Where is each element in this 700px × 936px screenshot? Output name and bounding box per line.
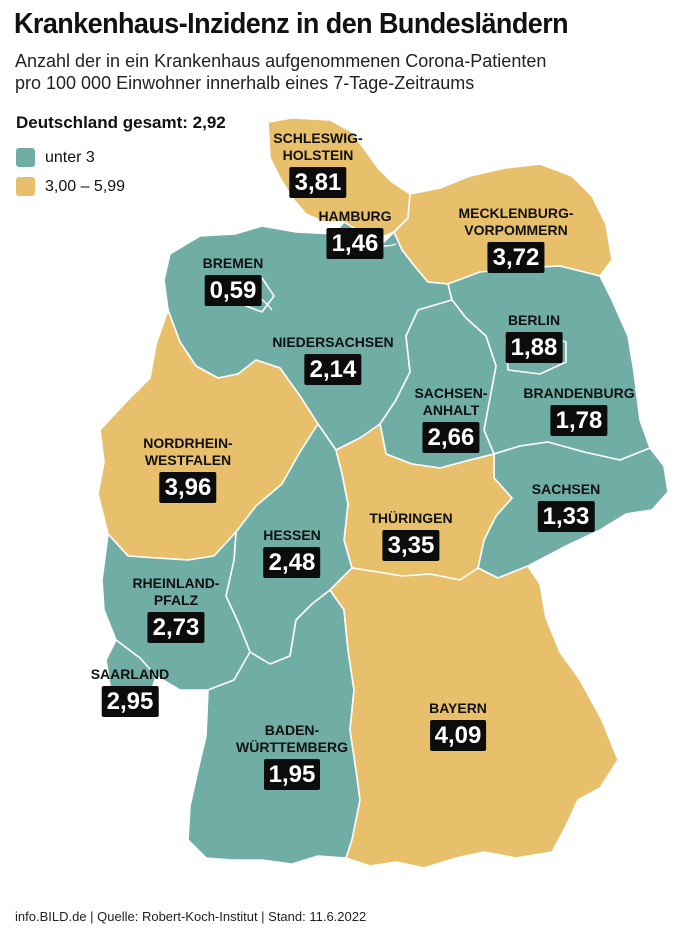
label-saarland: SAARLAND 2,95 [90,666,170,717]
label-niedersachsen: NIEDERSACHSEN 2,14 [272,334,394,385]
value-bremen: 0,59 [204,275,262,306]
legend-label-high: 3,00 – 5,99 [45,177,126,195]
label-schleswig-holstein: SCHLESWIG- HOLSTEIN 3,81 [273,130,363,198]
value-baden-wuerttemberg: 1,95 [263,759,321,790]
label-bayern: BAYERN 4,09 [429,700,487,751]
chart-subtitle: Anzahl der in ein Krankenhaus aufgenomme… [15,50,546,94]
legend-item-low: unter 3 [16,148,95,167]
value-thueringen: 3,35 [382,530,440,561]
state-name: SACHSEN- ANHALT [414,385,488,418]
value-sachsen: 1,33 [537,501,595,532]
state-name: RHEINLAND- PFALZ [132,575,220,608]
state-name: BERLIN [507,312,561,328]
value-rheinland-pfalz: 2,73 [147,612,205,643]
state-name: BADEN- WÜRTTEMBERG [236,722,348,755]
state-name: HESSEN [263,527,321,543]
label-berlin: BERLIN 1,88 [505,312,563,363]
legend-item-high: 3,00 – 5,99 [16,177,125,196]
label-sachsen-anhalt: SACHSEN- ANHALT 2,66 [414,385,488,453]
label-hessen: HESSEN 2,48 [263,527,321,578]
state-name: THÜRINGEN [369,510,453,526]
label-sachsen: SACHSEN 1,33 [532,481,600,532]
state-name: HAMBURG [318,208,392,224]
label-bremen: BREMEN 0,59 [202,255,264,306]
label-nordrhein-westfalen: NORDRHEIN- WESTFALEN 3,96 [143,435,233,503]
value-brandenburg: 1,78 [550,405,608,436]
subtitle-line-1: Anzahl der in ein Krankenhaus aufgenomme… [15,51,547,71]
legend-swatch-low [16,148,35,167]
label-thueringen: THÜRINGEN 3,35 [369,510,453,561]
value-bayern: 4,09 [429,720,487,751]
subtitle-line-2: pro 100 000 Einwohner innerhalb eines 7-… [15,73,475,93]
chart-title: Krankenhaus-Inzidenz in den Bundesländer… [14,8,569,40]
label-mecklenburg-vorpommern: MECKLENBURG- VORPOMMERN 3,72 [458,205,574,273]
state-name: SACHSEN [531,481,601,497]
value-niedersachsen: 2,14 [304,354,362,385]
label-hamburg: HAMBURG 1,46 [318,208,392,259]
germany-total: Deutschland gesamt: 2,92 [16,113,226,132]
legend-label-low: unter 3 [45,148,95,166]
value-mecklenburg-vorpommern: 3,72 [487,242,545,273]
label-rheinland-pfalz: RHEINLAND- PFALZ 2,73 [132,575,220,643]
value-hessen: 2,48 [263,547,321,578]
state-name: SAARLAND [90,666,170,682]
state-name: NORDRHEIN- WESTFALEN [143,435,233,468]
state-name: BREMEN [202,255,264,271]
value-saarland: 2,95 [101,686,159,717]
value-hamburg: 1,46 [326,228,384,259]
state-name: MECKLENBURG- VORPOMMERN [458,205,574,238]
value-schleswig-holstein: 3,81 [289,167,347,198]
legend-swatch-high [16,177,35,196]
state-name: BAYERN [429,700,487,716]
label-baden-wuerttemberg: BADEN- WÜRTTEMBERG 1,95 [236,722,348,790]
state-name: NIEDERSACHSEN [272,334,394,350]
state-bayern[interactable] [329,565,619,869]
source-footer: info.BILD.de | Quelle: Robert-Koch-Insti… [15,909,367,924]
value-berlin: 1,88 [505,332,563,363]
value-sachsen-anhalt: 2,66 [422,422,480,453]
state-name: BRANDENBURG [523,385,635,401]
label-brandenburg: BRANDENBURG 1,78 [523,385,635,436]
value-nordrhein-westfalen: 3,96 [159,472,217,503]
state-name: SCHLESWIG- HOLSTEIN [273,130,363,163]
